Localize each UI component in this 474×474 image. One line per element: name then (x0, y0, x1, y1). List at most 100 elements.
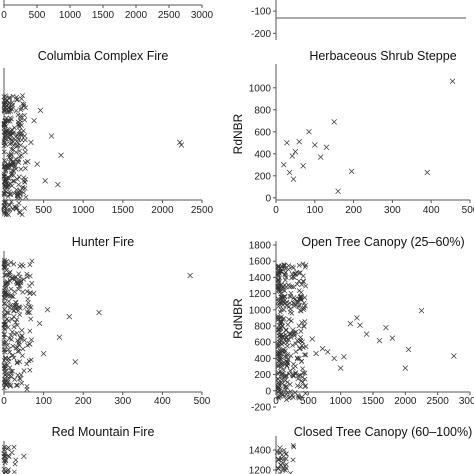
data-point (13, 279, 19, 285)
x-tick-label: 3000 (191, 10, 214, 21)
data-point (15, 382, 20, 388)
data-point (309, 336, 315, 342)
data-point (28, 304, 34, 310)
y-tick-label: 0 (265, 386, 271, 397)
data-point (7, 274, 13, 280)
data-point (16, 160, 22, 165)
data-point (335, 188, 341, 194)
data-point (289, 153, 296, 159)
data-point (5, 293, 11, 299)
data-point (1, 341, 7, 347)
data-point (20, 346, 26, 352)
data-point (2, 179, 8, 185)
data-point (281, 316, 287, 321)
y-axis-label: RdNBR (231, 113, 245, 154)
data-point (12, 276, 18, 282)
data-point (20, 128, 26, 134)
data-point (40, 350, 47, 357)
data-point (14, 132, 20, 138)
data-point (31, 117, 37, 124)
data-point (301, 305, 307, 311)
data-point (281, 263, 287, 269)
data-point (312, 142, 318, 148)
data-point (283, 327, 289, 333)
data-point (8, 368, 14, 374)
data-point (21, 368, 27, 374)
data-point (2, 322, 7, 328)
data-point (23, 194, 29, 200)
data-point (286, 304, 292, 310)
data-point (277, 268, 283, 274)
y-tick-label: -100 (251, 7, 271, 18)
data-point (277, 347, 283, 353)
data-point (4, 98, 10, 104)
data-point (279, 294, 285, 300)
data-point (1, 173, 7, 179)
data-point (18, 107, 24, 113)
data-point (22, 205, 28, 211)
data-point (16, 348, 22, 354)
data-point (19, 212, 25, 218)
data-point (297, 294, 303, 300)
data-point (297, 293, 303, 299)
data-point (7, 269, 13, 275)
data-point (277, 326, 283, 332)
y-tick-label: 400 (254, 149, 271, 160)
data-point (293, 370, 299, 376)
data-point (22, 145, 28, 151)
data-point (24, 361, 30, 367)
data-point (17, 153, 23, 159)
data-point (451, 353, 457, 359)
data-point (5, 324, 11, 330)
data-point (7, 136, 13, 142)
data-point (299, 319, 305, 325)
data-point (14, 205, 20, 211)
data-point (14, 382, 19, 388)
data-point (296, 262, 302, 268)
data-point (44, 307, 51, 313)
x-tick-label: 1500 (362, 396, 385, 407)
data-point (276, 273, 281, 279)
data-point (15, 349, 21, 354)
data-point (1, 292, 7, 298)
data-point (5, 303, 11, 309)
x-tick-label: 1000 (72, 205, 95, 216)
data-point (2, 331, 7, 337)
data-point (2, 369, 7, 375)
data-point (289, 310, 295, 316)
data-point (289, 275, 294, 281)
data-point (286, 263, 292, 269)
data-point (275, 376, 281, 382)
data-point (2, 199, 8, 204)
data-point (1, 125, 7, 131)
data-point (19, 333, 25, 339)
data-point (313, 350, 319, 357)
data-point (3, 168, 9, 174)
data-point (303, 262, 309, 268)
data-point (291, 330, 297, 336)
data-point (2, 133, 8, 139)
data-point (276, 350, 282, 356)
data-point (2, 184, 8, 190)
x-tick-label: 0 (1, 205, 7, 216)
data-point (16, 340, 22, 346)
data-point (282, 271, 288, 277)
data-point (9, 152, 15, 158)
data-point (5, 118, 11, 124)
data-point (5, 453, 11, 458)
data-point (19, 327, 25, 334)
data-point (300, 379, 306, 385)
data-point (277, 450, 283, 456)
data-point (3, 282, 9, 288)
data-point (16, 342, 22, 348)
x-tick-label: 500 (29, 10, 46, 21)
data-point (14, 322, 20, 328)
data-point (13, 108, 19, 114)
data-point (5, 174, 11, 180)
data-point (1, 103, 7, 109)
data-point (72, 359, 79, 365)
data-point (302, 352, 308, 358)
data-point (21, 337, 27, 343)
data-point (18, 105, 24, 111)
data-point (2, 366, 8, 372)
